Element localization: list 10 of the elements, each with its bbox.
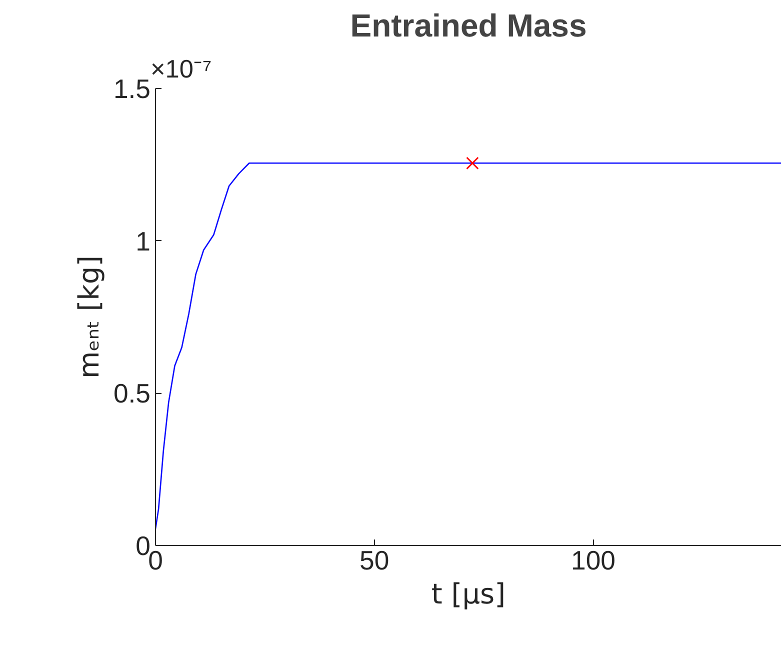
y-tick-label: 0.5 — [113, 378, 151, 409]
y-tick-label: 1 — [136, 226, 151, 256]
y-axis-title: mₑₙₜ [kg] — [72, 255, 106, 379]
text: ×10⁻⁷ — [150, 56, 212, 84]
x-tick-label: 100 — [571, 546, 616, 576]
x-axis-title: t [μs] — [431, 578, 506, 610]
line-series — [156, 162, 781, 530]
x-tick-label: 50 — [360, 546, 390, 576]
chart-title: Entrained Mass — [350, 8, 587, 44]
y-tick-label: 1.5 — [113, 74, 151, 104]
